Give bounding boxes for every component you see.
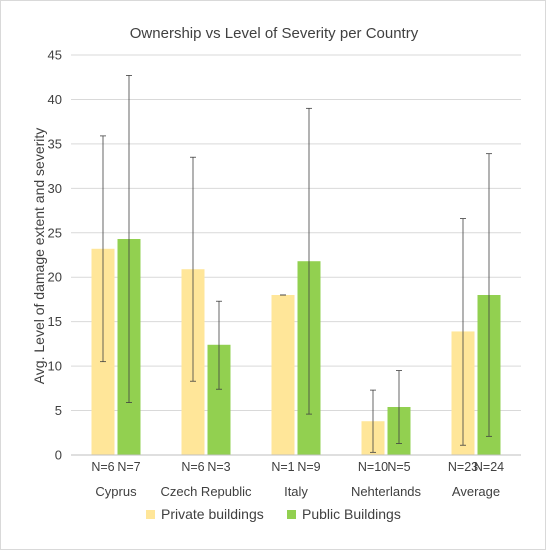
n-label: N=23 bbox=[448, 460, 478, 474]
n-label: N=5 bbox=[387, 460, 410, 474]
category-label-italy: Italy bbox=[284, 484, 308, 499]
category-label-nehterlands: Nehterlands bbox=[351, 484, 422, 499]
n-labels: N=6 N=7 N=6 N=3 N=1 N=9 N=10 N=5 N=23N=24 bbox=[91, 460, 504, 474]
y-tick-label-35: 35 bbox=[48, 136, 62, 151]
n-label: N=6 bbox=[181, 460, 204, 474]
y-tick-label-40: 40 bbox=[48, 92, 62, 107]
error-bar-private-average bbox=[460, 218, 466, 446]
n-label: N=7 bbox=[117, 460, 140, 474]
category-label-cyprus: Cyprus bbox=[95, 484, 137, 499]
legend-swatch-private bbox=[146, 510, 155, 519]
y-tick-label-25: 25 bbox=[48, 225, 62, 240]
y-tick-label-15: 15 bbox=[48, 314, 62, 329]
error-bar-public-average bbox=[486, 153, 492, 437]
category-label-average: Average bbox=[452, 484, 500, 499]
error-bar-public-nehterlands bbox=[396, 370, 402, 444]
y-tick-label-30: 30 bbox=[48, 181, 62, 196]
y-tick-label-0: 0 bbox=[55, 448, 62, 463]
gridlines bbox=[71, 54, 521, 412]
legend-label-private: Private buildings bbox=[161, 506, 264, 522]
error-bar-public-czech-republic bbox=[216, 300, 222, 390]
category-labels: Cyprus Czech Republic Italy Nehterlands Aver… bbox=[95, 484, 500, 499]
error-bar-public-italy bbox=[306, 107, 312, 415]
error-bars bbox=[100, 75, 492, 453]
y-tick-label-10: 10 bbox=[48, 359, 62, 374]
bar-public-czech-republic bbox=[207, 344, 231, 455]
bar-private-italy bbox=[271, 295, 295, 455]
n-label: N=10 bbox=[358, 460, 388, 474]
y-axis-ticks: 0 5 10 15 20 25 30 35 40 45 bbox=[48, 48, 62, 463]
legend-swatch-public bbox=[287, 510, 296, 519]
error-bar-private-cyprus bbox=[100, 135, 106, 363]
n-label: N=24 bbox=[474, 460, 504, 474]
n-label: N=6 bbox=[91, 460, 114, 474]
y-axis-label: Avg. Level of damage extent and severity bbox=[31, 128, 47, 385]
y-tick-label-5: 5 bbox=[55, 403, 62, 418]
error-bar-private-czech-republic bbox=[190, 156, 196, 382]
legend-label-public: Public Buildings bbox=[302, 506, 401, 522]
category-label-czech-republic: Czech Republic bbox=[160, 484, 252, 499]
error-bar-private-nehterlands bbox=[370, 389, 376, 453]
y-tick-label-45: 45 bbox=[48, 48, 62, 63]
error-bar-public-cyprus bbox=[126, 75, 132, 403]
y-tick-label-20: 20 bbox=[48, 270, 62, 285]
chart-title: Ownership vs Level of Severity per Count… bbox=[130, 25, 419, 42]
bars bbox=[91, 239, 501, 455]
legend: Private buildings Public Buildings bbox=[146, 506, 401, 522]
n-label: N=3 bbox=[207, 460, 230, 474]
n-label: N=9 bbox=[297, 460, 320, 474]
n-label: N=1 bbox=[271, 460, 294, 474]
